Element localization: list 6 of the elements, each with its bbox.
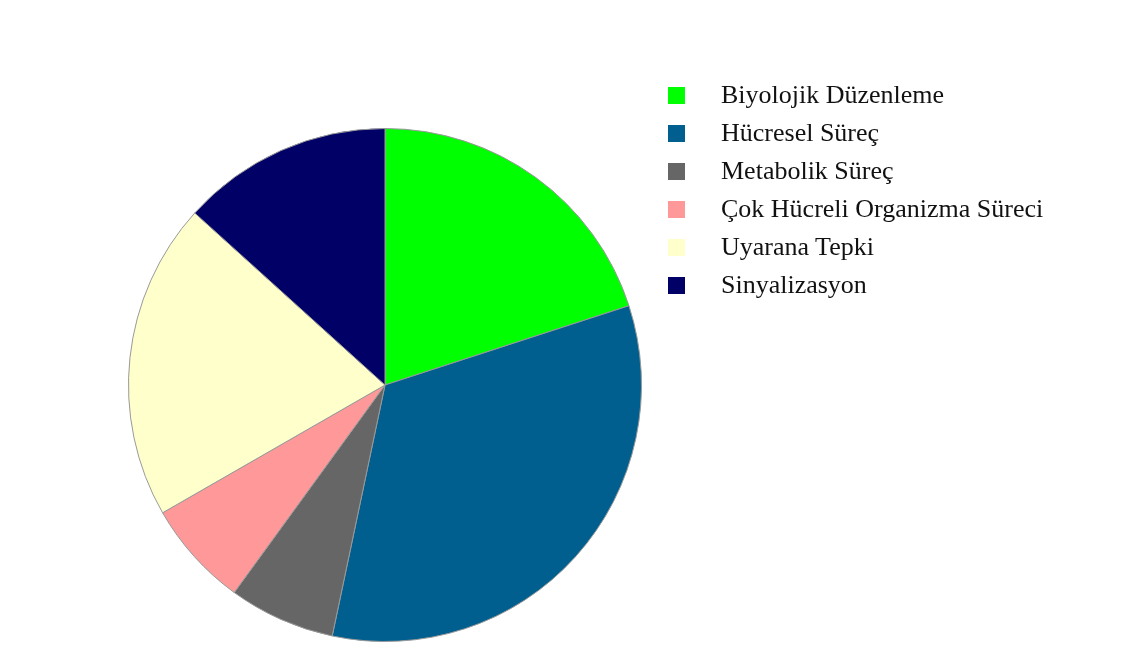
legend-label: Biyolojik Düzenleme bbox=[721, 79, 945, 111]
legend-label: Sinyalizasyon bbox=[721, 269, 867, 301]
legend-label: Metabolik Süreç bbox=[721, 155, 894, 187]
legend-label: Çok Hücreli Organizma Süreci bbox=[721, 193, 1044, 225]
legend-label: Uyarana Tepki bbox=[721, 231, 874, 263]
legend-label: Hücresel Süreç bbox=[721, 117, 880, 149]
